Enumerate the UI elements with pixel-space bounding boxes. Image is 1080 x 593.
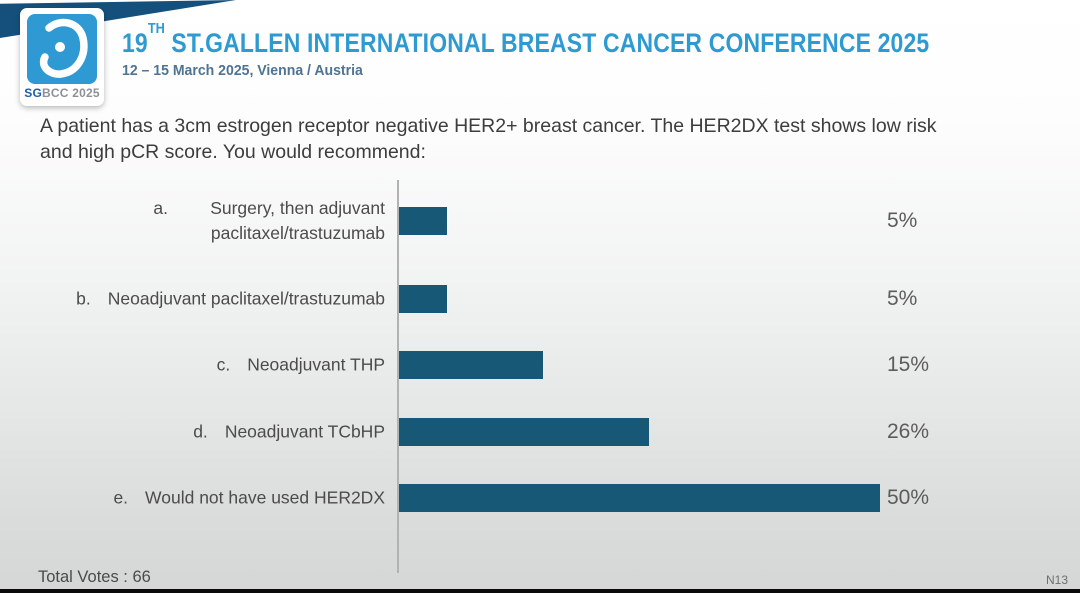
logo-bcc: BCC — [42, 86, 69, 100]
logo-square — [27, 14, 97, 84]
axis-line — [397, 180, 399, 573]
option-label: Neoadjuvant TCbHP — [224, 421, 385, 442]
value-label: 15% — [887, 353, 930, 376]
option-letter: d. — [193, 421, 208, 442]
conference-logo: SGBCC 2025 — [20, 8, 104, 106]
chart-row: e. Would not have used HER2DX 50% — [0, 484, 1080, 512]
option-labelwrap: c. Neoadjuvant THP — [0, 353, 385, 378]
slide-number: N13 — [1045, 573, 1068, 587]
value-label: 5% — [887, 209, 918, 232]
breast-ribbon-icon — [39, 18, 88, 78]
bar — [399, 351, 543, 379]
option-letter: a. — [153, 198, 168, 218]
option: c. Neoadjuvant THP — [217, 353, 385, 378]
option-labelwrap: e. Would not have used HER2DX — [0, 486, 385, 511]
option: d. Neoadjuvant TCbHP — [193, 420, 385, 445]
value-label: 50% — [887, 486, 930, 509]
title-number: 19 — [122, 28, 148, 58]
option-label: Would not have used HER2DX — [145, 487, 385, 508]
title-ordinal: TH — [147, 20, 165, 37]
logo-sg: SG — [24, 86, 43, 100]
bottom-bar — [0, 589, 1080, 593]
value-label: 5% — [887, 287, 918, 310]
chart-row: c. Neoadjuvant THP 15% — [0, 351, 1080, 379]
option-labelwrap: b. Neoadjuvant paclitaxel/trastuzumab — [0, 287, 385, 312]
chart-row: b. Neoadjuvant paclitaxel/trastuzumab 5% — [0, 285, 1080, 313]
option-label: Neoadjuvant paclitaxel/trastuzumab — [107, 288, 385, 309]
option-letter: c. — [216, 354, 231, 375]
option-labelwrap: d. Neoadjuvant TCbHP — [0, 420, 385, 445]
option-label: Surgery, then adjuvant paclitaxel/trastu… — [210, 198, 385, 243]
option-letter: b. — [76, 288, 91, 309]
conference-dates: 12 – 15 March 2025, Vienna / Austria — [122, 63, 363, 79]
bar — [399, 418, 649, 446]
option-letter: e. — [113, 487, 129, 508]
option: e. Would not have used HER2DX — [113, 486, 385, 511]
option: a. Surgery, then adjuvant paclitaxel/tra… — [153, 196, 385, 246]
bar — [399, 484, 880, 512]
logo-wordmark: SGBCC 2025 — [20, 86, 104, 100]
question-text: A patient has a 3cm estrogen receptor ne… — [40, 115, 937, 163]
option-label: Neoadjuvant THP — [247, 354, 385, 375]
title-rest: ST.GALLEN INTERNATIONAL BREAST CANCER CO… — [164, 28, 930, 58]
option-labelwrap: a. Surgery, then adjuvant paclitaxel/tra… — [0, 196, 385, 246]
bar — [399, 207, 447, 235]
chart-row: d. Neoadjuvant TCbHP 26% — [0, 418, 1080, 446]
option: b. Neoadjuvant paclitaxel/trastuzumab — [76, 287, 385, 312]
bar — [399, 285, 447, 313]
chart-row: a. Surgery, then adjuvant paclitaxel/tra… — [0, 198, 1080, 243]
total-votes: Total Votes : 66 — [38, 568, 151, 586]
logo-year: 2025 — [72, 86, 100, 100]
value-label: 26% — [887, 420, 930, 443]
conference-title: 19TH ST.GALLEN INTERNATIONAL BREAST CANC… — [122, 20, 930, 59]
